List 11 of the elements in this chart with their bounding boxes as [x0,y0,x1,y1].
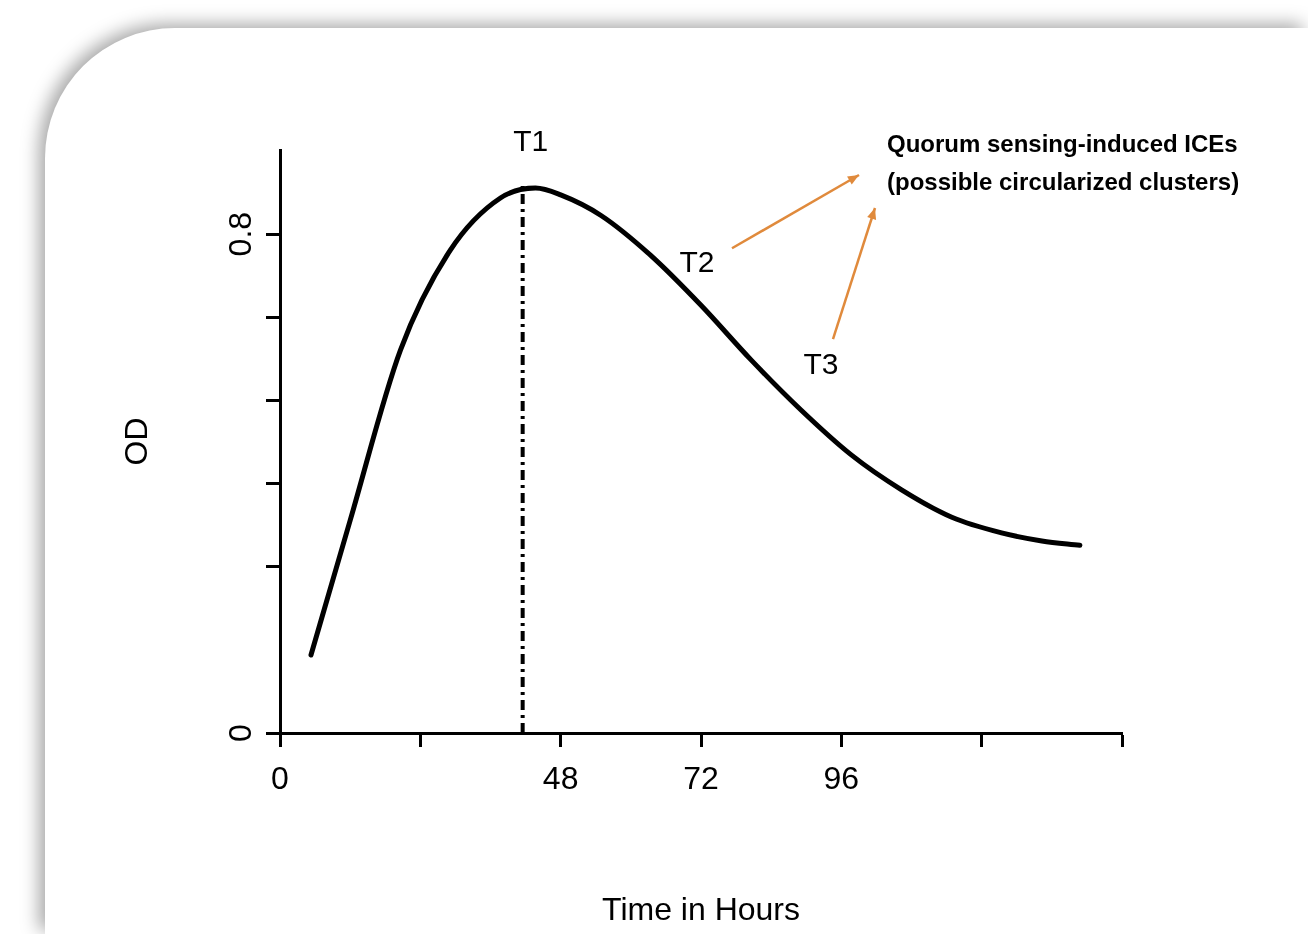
x-tick-label: 48 [542,760,579,797]
annotation: Quorum sensing-induced ICEs (possible circularized clusters) [887,129,1240,195]
annotation: T2 [679,244,715,278]
ref-line-label: T1 [513,124,549,158]
x-tick-label: 0 [271,760,289,797]
y-tick-label: 0.8 [221,211,258,257]
annotation: T3 [803,347,839,381]
x-tick-label: 96 [823,760,860,797]
x-tick-label: 72 [683,760,719,797]
y-axis-title: OD [118,417,155,466]
x-axis-title: Time in Hours [602,890,800,927]
